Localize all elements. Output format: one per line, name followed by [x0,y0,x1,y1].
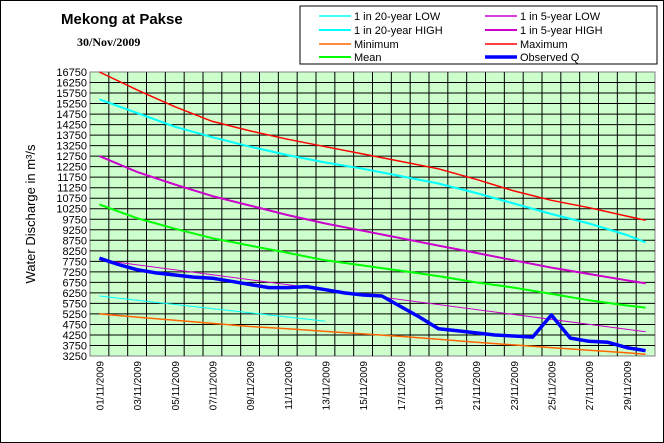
y-tick-label: 6250 [63,288,87,300]
legend-entries: 1 in 20-year LOW 1 in 5-year LOW 1 in 20-y… [319,11,603,64]
x-tick-label: 05/11/2009 [171,361,182,411]
x-tick-label: 27/11/2009 [585,361,596,411]
y-tick-label: 3750 [63,340,87,352]
x-tick-label: 01/11/2009 [95,361,106,411]
x-axis-ticks: 01/11/2009 03/11/2009 05/11/2009 07/11/2009… [95,361,633,411]
y-tick-label: 4750 [63,319,87,331]
legend-label: 1 in 20-year LOW [354,11,441,23]
y-tick-label: 14750 [56,109,87,121]
y-tick-label: 12750 [56,151,87,163]
x-tick-label: 19/11/2009 [434,361,445,411]
series-line-minimum [99,313,646,356]
y-tick-label: 13250 [56,141,87,153]
x-tick-label: 13/11/2009 [321,361,332,411]
legend-label: 1 in 5-year HIGH [520,25,603,37]
y-tick-label: 9750 [63,214,87,226]
y-tick-label: 14250 [56,120,87,132]
series-group [98,71,646,356]
x-tick-label: 15/11/2009 [359,361,370,411]
y-axis-ticks: 3250375042504750525057506250675072507750… [56,67,87,363]
y-tick-label: 3250 [63,351,87,363]
series-line-1-in-20-year-high [99,98,646,244]
x-tick-label: 29/11/2009 [623,361,634,411]
series-line-maximum [99,71,646,222]
y-tick-label: 7750 [63,256,87,268]
y-tick-label: 9250 [63,225,87,237]
legend-label: 1 in 20-year HIGH [354,25,443,37]
legend-label: 1 in 5-year LOW [520,11,601,23]
series-line-mean [99,203,646,309]
y-tick-label: 16250 [56,78,87,90]
x-tick-label: 03/11/2009 [133,361,144,411]
y-tick-label: 8750 [63,235,87,247]
chart-title: Mekong at Pakse [61,11,183,28]
chart-subtitle: 30/Nov/2009 [77,35,141,49]
legend-label: Minimum [354,39,399,51]
series-line-1-in-5-year-high [99,155,646,285]
y-tick-label: 10750 [56,193,87,205]
x-tick-label: 09/11/2009 [246,361,257,411]
y-axis-label: Water Discharge in m³/s [23,144,38,283]
x-tick-label: 25/11/2009 [547,361,558,411]
y-tick-label: 7250 [63,267,87,279]
y-tick-label: 8250 [63,246,87,258]
y-tick-label: 6750 [63,277,87,289]
x-tick-label: 17/11/2009 [397,361,408,411]
y-tick-label: 4250 [63,330,87,342]
x-tick-label: 11/11/2009 [284,361,295,410]
y-tick-label: 11750 [57,172,87,184]
legend-label: Maximum [520,39,568,51]
y-tick-label: 15250 [56,99,87,111]
y-tick-label: 16750 [56,67,87,79]
x-tick-label: 21/11/2009 [472,361,483,411]
series-line-observed-q [98,256,646,353]
series-line-1-in-20-year-low [99,295,326,322]
legend [299,5,658,65]
x-tick-label: 07/11/2009 [208,361,219,411]
x-tick-label: 23/11/2009 [510,361,521,411]
y-tick-label: 15750 [56,88,87,100]
y-tick-label: 13750 [56,130,87,142]
y-tick-label: 10250 [56,204,87,216]
legend-label: Mean [354,52,382,64]
legend-label: Observed Q [520,52,580,64]
y-tick-label: 5250 [63,309,87,321]
y-tick-label: 11250 [57,183,87,195]
y-tick-label: 12250 [56,162,87,174]
y-tick-label: 5750 [63,298,87,310]
